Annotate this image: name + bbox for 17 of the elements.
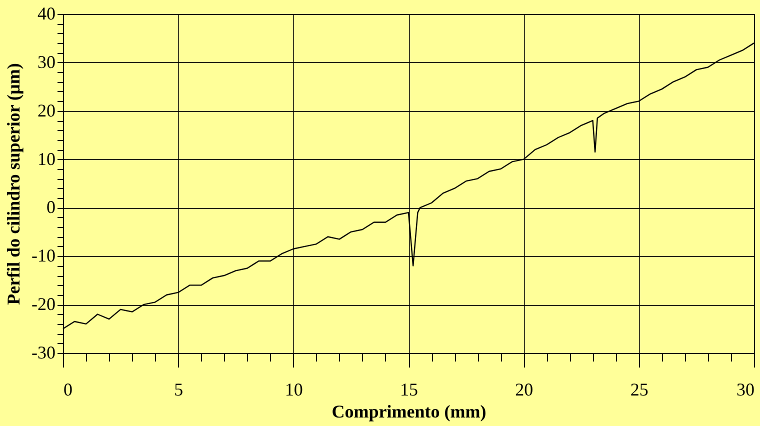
y-axis-title: Perfil do cilindro superior (µm) [4,63,24,305]
x-tick-label: 20 [515,380,534,400]
x-tick-label: 15 [400,380,418,400]
y-tick-label: -10 [32,246,56,266]
x-tick-label: 25 [630,380,648,400]
x-tick-label: 10 [284,380,303,400]
x-tick-label: 0 [64,380,72,400]
y-tick-label: 30 [38,52,56,72]
y-tick-label: -30 [32,342,56,362]
y-tick-label: -20 [32,294,56,314]
y-tick-label: 20 [38,100,56,120]
x-tick-label: 30 [736,380,754,400]
y-tick-label: 40 [38,4,56,24]
x-tick-label: 5 [174,380,184,400]
y-tick-label: 0 [46,197,56,218]
x-axis-title: Comprimento (mm) [332,402,486,422]
y-tick-label: 10 [38,148,56,169]
